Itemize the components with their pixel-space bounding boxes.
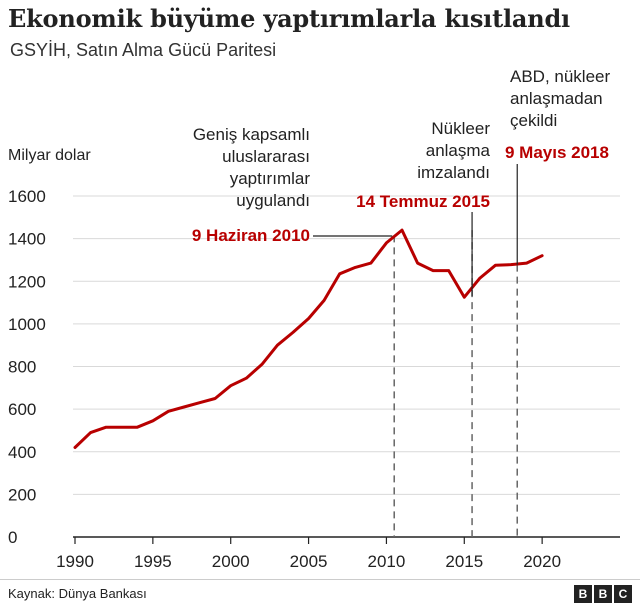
annotation-text: uygulandı bbox=[236, 191, 310, 210]
y-tick-label: 0 bbox=[8, 528, 17, 547]
annotation-text: uluslararası bbox=[222, 147, 310, 166]
chart-subtitle: GSYİH, Satın Alma Gücü Paritesi bbox=[10, 40, 277, 60]
y-tick-label: 600 bbox=[8, 400, 36, 419]
data-point bbox=[307, 317, 310, 320]
data-point bbox=[260, 363, 264, 366]
data-point bbox=[540, 254, 544, 257]
source-note: Kaynak: Dünya Bankası bbox=[8, 586, 147, 601]
data-point bbox=[120, 426, 123, 429]
data-point bbox=[291, 331, 295, 334]
data-point bbox=[463, 296, 466, 299]
data-point bbox=[136, 426, 139, 429]
data-point bbox=[198, 401, 201, 404]
chart-title: Ekonomik büyüme yaptırımlarla kısıtlandı bbox=[8, 4, 570, 33]
data-point bbox=[245, 377, 248, 380]
annotation-date: 14 Temmuz 2015 bbox=[356, 192, 490, 211]
y-tick-label: 200 bbox=[8, 485, 36, 504]
annotation-text: ABD, nükleer bbox=[510, 67, 610, 86]
bbc-logo-letter: C bbox=[614, 585, 632, 603]
y-axis-label: Milyar dolar bbox=[8, 147, 91, 164]
data-point bbox=[151, 419, 155, 423]
annotation-text: yaptırımlar bbox=[230, 169, 311, 188]
data-point bbox=[478, 276, 482, 280]
annotation-date: 9 Haziran 2010 bbox=[192, 226, 310, 245]
gdp-line-chart: 0 200 400 600 800 1000 1200 1400 1600 1990 1995 200… bbox=[8, 67, 620, 571]
data-point bbox=[182, 405, 186, 409]
annotation-date: 9 Mayıs 2018 bbox=[505, 143, 609, 162]
bbc-logo-letter: B bbox=[594, 585, 612, 603]
data-point bbox=[354, 266, 357, 269]
annotation-text: çekildi bbox=[510, 111, 557, 130]
data-point bbox=[167, 410, 170, 413]
data-point bbox=[89, 431, 92, 434]
annotation-text: imzalandı bbox=[417, 163, 490, 182]
annotation-text: anlaşmadan bbox=[510, 89, 603, 108]
x-tick-label: 2020 bbox=[523, 552, 561, 571]
bbc-logo: B B C bbox=[574, 585, 632, 603]
x-tick-label: 2000 bbox=[212, 552, 250, 571]
data-point bbox=[369, 261, 373, 265]
data-point bbox=[338, 272, 341, 275]
data-point bbox=[385, 241, 388, 245]
data-point bbox=[494, 264, 497, 267]
x-tick-label: 1990 bbox=[56, 552, 94, 571]
data-point bbox=[431, 269, 435, 272]
y-tick-label: 1600 bbox=[8, 187, 46, 206]
data-point bbox=[322, 299, 326, 302]
data-point bbox=[525, 261, 528, 265]
annotation-text: Nükleer bbox=[431, 119, 490, 138]
y-tick-label: 1000 bbox=[8, 315, 46, 334]
data-point bbox=[73, 446, 77, 449]
x-tick-label: 2015 bbox=[445, 552, 483, 571]
footer-divider bbox=[0, 579, 640, 580]
annotation-text: Geniş kapsamlı bbox=[193, 125, 310, 144]
x-tick-label: 2005 bbox=[290, 552, 328, 571]
data-point bbox=[509, 263, 513, 266]
data-point bbox=[447, 269, 450, 272]
data-point bbox=[400, 228, 404, 232]
y-tick-label: 1400 bbox=[8, 230, 46, 249]
data-point bbox=[276, 343, 279, 347]
data-point bbox=[104, 426, 108, 429]
y-tick-label: 800 bbox=[8, 358, 36, 377]
data-point bbox=[416, 261, 419, 265]
bbc-logo-letter: B bbox=[574, 585, 592, 603]
y-tick-label: 1200 bbox=[8, 272, 46, 291]
x-tick-label: 1995 bbox=[134, 552, 172, 571]
data-point bbox=[213, 397, 217, 400]
y-tick-label: 400 bbox=[8, 443, 36, 462]
data-point bbox=[229, 384, 232, 387]
x-tick-label: 2010 bbox=[368, 552, 406, 571]
annotation-text: anlaşma bbox=[426, 141, 491, 160]
